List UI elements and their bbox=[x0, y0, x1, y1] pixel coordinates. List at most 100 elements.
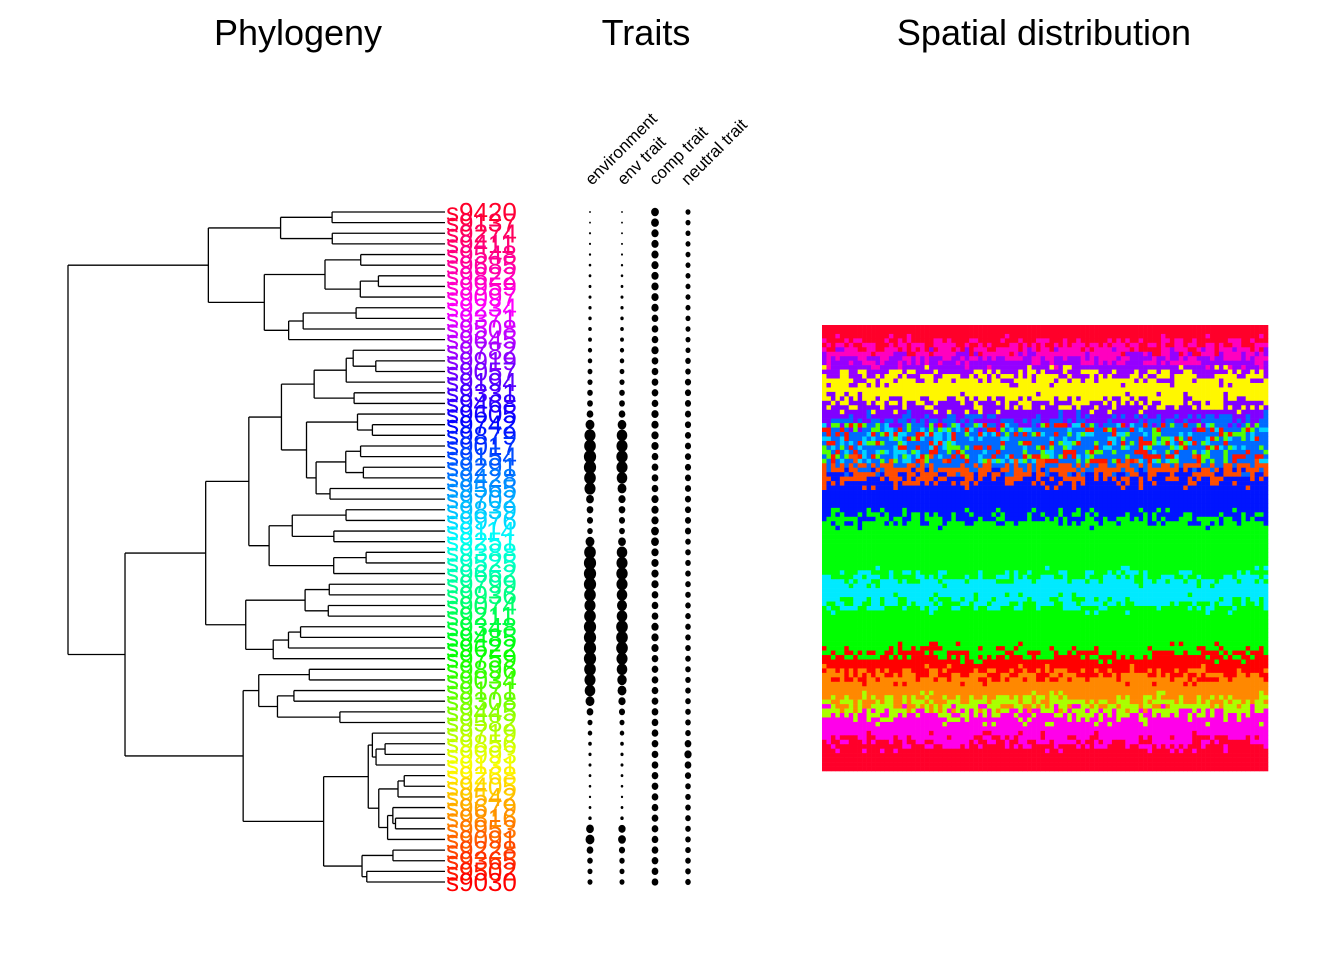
heatmap-cell bbox=[1098, 423, 1104, 428]
heatmap-cell bbox=[853, 378, 858, 384]
heatmap-cell bbox=[1218, 458, 1224, 464]
heatmap-cell bbox=[1178, 391, 1184, 397]
heatmap-cell bbox=[982, 338, 988, 344]
heatmap-cell bbox=[1036, 365, 1041, 370]
heatmap-cell bbox=[835, 503, 841, 509]
heatmap-cell bbox=[933, 338, 939, 344]
heatmap-cell bbox=[915, 467, 921, 473]
heatmap-cell bbox=[1152, 418, 1157, 424]
heatmap-cell bbox=[1152, 387, 1157, 393]
trait-dot bbox=[651, 857, 659, 865]
trait-dot bbox=[651, 346, 659, 355]
heatmap-cell bbox=[937, 396, 943, 402]
heatmap-cell bbox=[1004, 387, 1010, 393]
heatmap-cell bbox=[1196, 333, 1202, 339]
heatmap-cell bbox=[879, 472, 885, 477]
heatmap-cell bbox=[1160, 454, 1166, 460]
heatmap-cell bbox=[1232, 503, 1238, 509]
heatmap-cell bbox=[933, 369, 939, 375]
heatmap-cell bbox=[875, 378, 881, 384]
heatmap-cell bbox=[982, 378, 988, 384]
heatmap-cell bbox=[1183, 490, 1189, 495]
heatmap-cell bbox=[844, 356, 850, 361]
heatmap-cell bbox=[1196, 342, 1202, 348]
heatmap-cell bbox=[1111, 342, 1117, 348]
heatmap-cell bbox=[1254, 440, 1260, 446]
heatmap-cell bbox=[888, 347, 894, 353]
heatmap-cell bbox=[1134, 347, 1139, 353]
heatmap-cell bbox=[1250, 405, 1255, 411]
heatmap-cell bbox=[924, 467, 930, 473]
heatmap-cell bbox=[1080, 476, 1086, 482]
trait-dot bbox=[684, 463, 692, 471]
heatmap-cell bbox=[978, 391, 983, 397]
heatmap-cell bbox=[1107, 405, 1113, 411]
heatmap-cell bbox=[1049, 512, 1055, 518]
heatmap-cell bbox=[848, 476, 854, 482]
heatmap-cell bbox=[1067, 485, 1073, 491]
heatmap-cell bbox=[888, 365, 894, 370]
heatmap-cell bbox=[906, 333, 912, 339]
heatmap-cell bbox=[897, 325, 903, 330]
heatmap-cell bbox=[1232, 347, 1238, 353]
heatmap-cell bbox=[995, 400, 1001, 406]
heatmap-cell bbox=[937, 418, 943, 424]
heatmap-cell bbox=[1036, 463, 1041, 469]
heatmap-cell bbox=[991, 521, 997, 526]
heatmap-cell bbox=[848, 329, 854, 335]
heatmap-cell bbox=[844, 445, 850, 451]
heatmap-cell bbox=[1022, 333, 1028, 339]
heatmap-cell bbox=[902, 440, 908, 446]
heatmap-cell bbox=[1098, 374, 1104, 379]
heatmap-cell bbox=[1129, 396, 1135, 402]
heatmap-cell bbox=[1111, 503, 1117, 509]
heatmap-cell bbox=[1174, 338, 1180, 344]
heatmap-cell bbox=[1152, 333, 1157, 339]
heatmap-cell bbox=[902, 365, 908, 370]
heatmap-cell bbox=[1165, 325, 1171, 330]
heatmap-cell bbox=[1169, 396, 1175, 402]
heatmap-cell bbox=[835, 494, 841, 500]
heatmap-cell bbox=[1022, 382, 1028, 388]
heatmap-cell bbox=[937, 472, 943, 477]
heatmap-cell bbox=[1053, 325, 1059, 330]
trait-dot bbox=[685, 825, 691, 832]
heatmap-cell bbox=[1160, 503, 1166, 509]
heatmap-cell bbox=[942, 507, 948, 513]
heatmap-cell bbox=[866, 498, 872, 504]
heatmap-cell bbox=[1201, 347, 1206, 353]
trait-dot bbox=[620, 806, 624, 810]
heatmap-cell bbox=[991, 409, 997, 415]
heatmap-cell bbox=[1174, 387, 1180, 393]
heatmap-cell bbox=[1004, 378, 1010, 384]
trait-dot bbox=[586, 410, 594, 418]
trait-dot bbox=[651, 761, 659, 769]
heatmap-cell bbox=[1094, 342, 1099, 348]
heatmap-cell bbox=[920, 485, 925, 491]
heatmap-cell bbox=[844, 481, 850, 486]
heatmap-cell bbox=[1187, 436, 1193, 442]
heatmap-cell bbox=[888, 449, 894, 455]
heatmap-cell bbox=[960, 449, 966, 455]
heatmap-cell bbox=[982, 409, 988, 415]
heatmap-cell bbox=[955, 507, 961, 513]
heatmap-cell bbox=[1000, 481, 1006, 486]
heatmap-cell bbox=[1263, 494, 1269, 500]
heatmap-cell bbox=[982, 360, 988, 366]
heatmap-cell bbox=[946, 440, 952, 446]
heatmap-cell bbox=[1049, 369, 1055, 375]
heatmap-cell bbox=[871, 360, 876, 366]
trait-dot bbox=[588, 253, 592, 256]
heatmap-cell bbox=[1000, 418, 1006, 424]
trait-dot bbox=[618, 708, 626, 716]
heatmap-cell bbox=[955, 325, 961, 330]
heatmap-cell bbox=[1125, 325, 1131, 330]
heatmap-cell bbox=[1245, 512, 1251, 518]
heatmap-cell bbox=[1129, 360, 1135, 366]
heatmap-cell bbox=[1210, 490, 1215, 495]
heatmap-cell bbox=[1143, 476, 1148, 482]
heatmap-cell bbox=[893, 449, 899, 455]
heatmap-cell bbox=[871, 333, 876, 339]
heatmap-cell bbox=[1214, 365, 1220, 370]
heatmap-cell bbox=[871, 338, 876, 344]
